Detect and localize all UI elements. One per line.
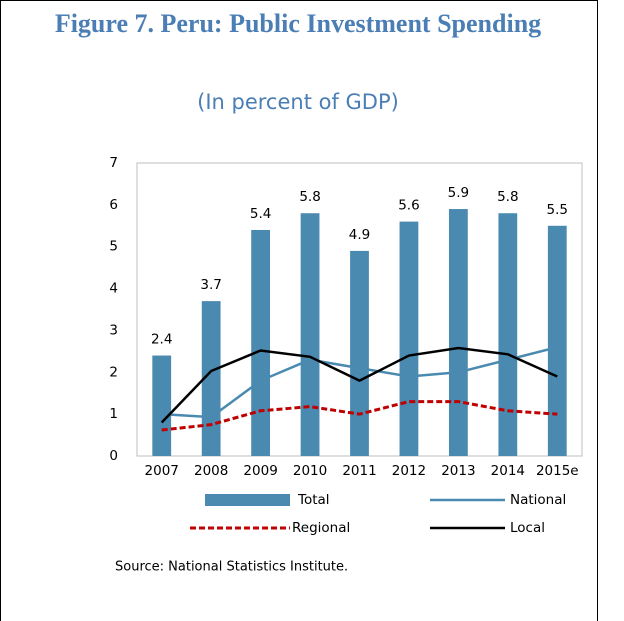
- line-national: [161, 345, 558, 419]
- bar: [350, 250, 369, 456]
- bar: [399, 221, 419, 456]
- legend-label: Local: [510, 520, 545, 536]
- bar: [251, 229, 271, 456]
- bar: [152, 355, 172, 456]
- value-label: 2.4: [151, 332, 172, 348]
- y-tick-label: 6: [109, 197, 118, 213]
- x-tick-label: 2010: [293, 463, 327, 479]
- y-tick-label: 4: [109, 281, 118, 297]
- value-label: 5.6: [398, 198, 419, 214]
- y-tick-label: 2: [109, 364, 118, 380]
- value-label: 5.8: [497, 189, 518, 205]
- bar: [547, 225, 567, 456]
- bar: [300, 213, 320, 456]
- legend-swatch: [205, 494, 290, 506]
- value-label: 5.9: [448, 185, 469, 201]
- line-regional: [161, 400, 558, 432]
- value-label: 5.8: [299, 189, 320, 205]
- bar: [448, 209, 468, 456]
- bar: [498, 213, 518, 456]
- line-local: [160, 346, 558, 424]
- source-note: Source: National Statistics Institute.: [115, 560, 348, 575]
- frame: [0, 0, 598, 621]
- value-label: 4.9: [349, 227, 370, 243]
- y-tick-label: 5: [109, 239, 118, 255]
- chart-title: Figure 7. Peru: Public Investment Spendi…: [54, 9, 542, 38]
- x-tick-label: 2014: [491, 463, 525, 479]
- y-tick-label: 7: [109, 155, 118, 171]
- value-label: 3.7: [200, 277, 221, 293]
- x-tick-label: 2009: [243, 463, 277, 479]
- legend-label: Total: [297, 492, 330, 508]
- x-tick-label: 2012: [392, 463, 426, 479]
- value-label: 5.5: [547, 202, 568, 218]
- y-tick-label: 1: [109, 406, 118, 422]
- x-tick-label: 2011: [342, 463, 376, 479]
- legend-label: Regional: [292, 520, 350, 536]
- x-tick-label: 2008: [194, 463, 228, 479]
- x-tick-label: 2007: [145, 463, 179, 479]
- y-tick-label: 0: [109, 448, 118, 464]
- value-label: 5.4: [250, 206, 271, 222]
- x-tick-label: 2013: [441, 463, 475, 479]
- x-tick-label: 2015e: [536, 463, 579, 479]
- legend-label: National: [510, 492, 566, 508]
- y-tick-label: 3: [109, 322, 118, 338]
- chart-subtitle: (In percent of GDP): [197, 90, 399, 114]
